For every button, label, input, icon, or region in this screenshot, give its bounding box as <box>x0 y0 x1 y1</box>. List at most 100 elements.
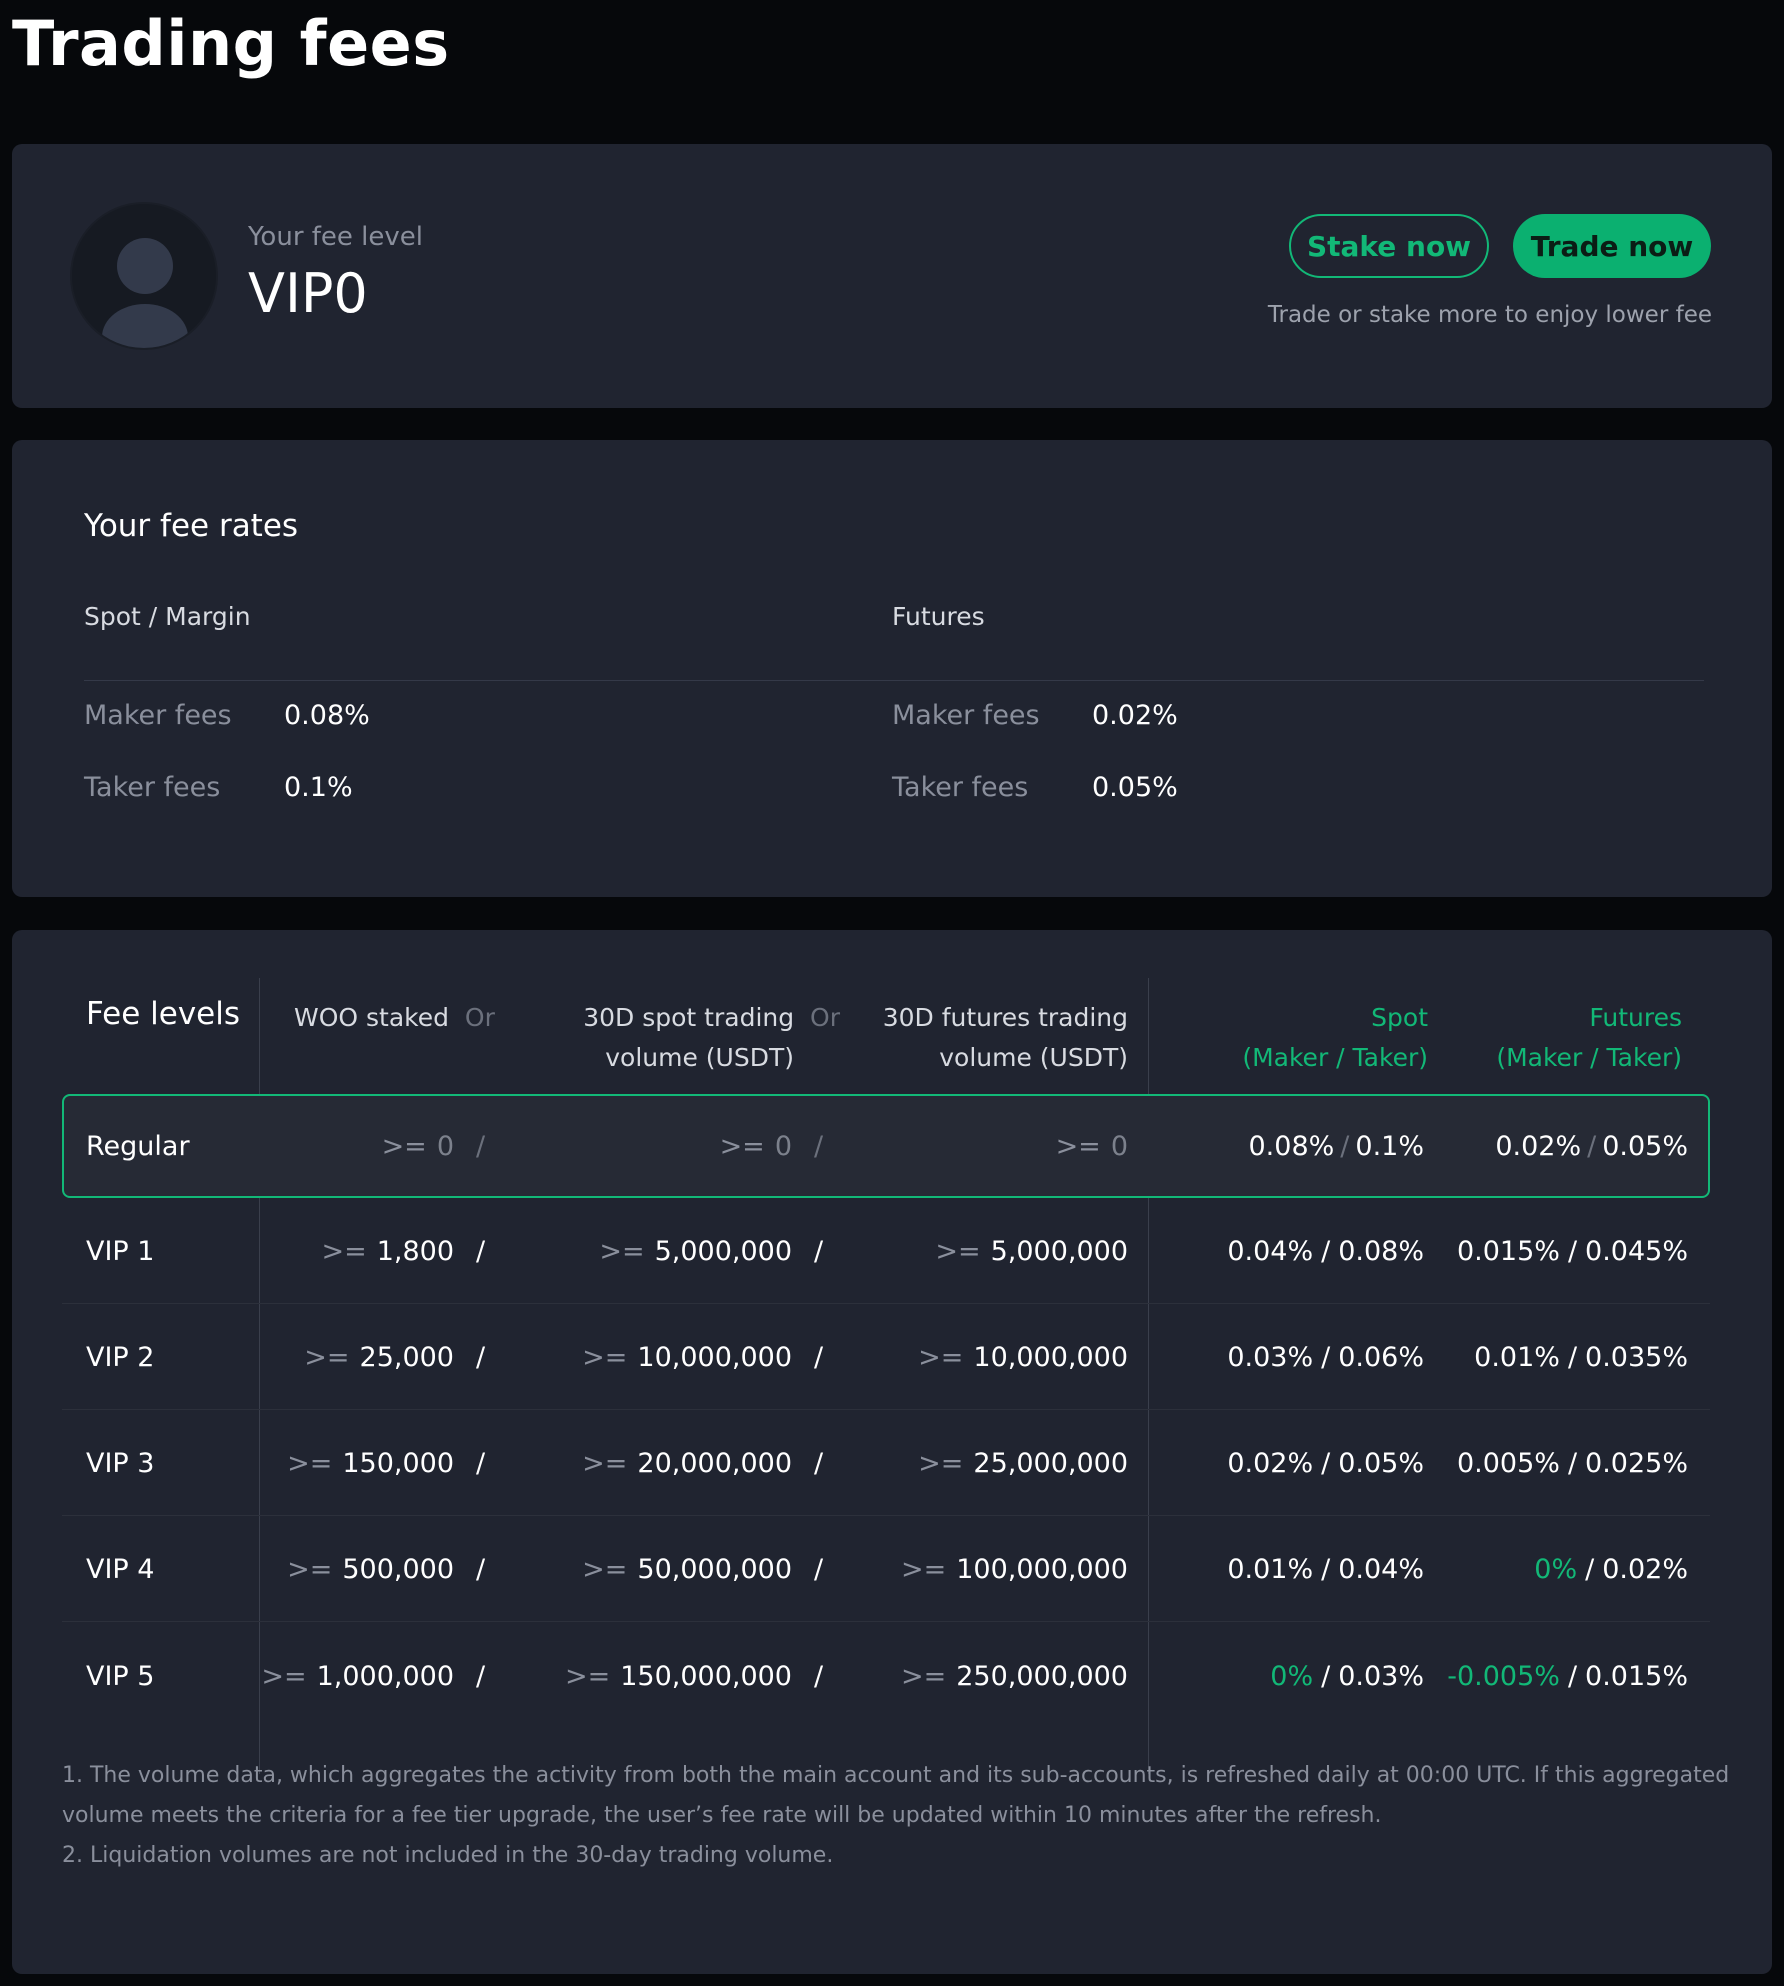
spot-fee-pair: 0.08%/0.1% <box>1249 1096 1425 1196</box>
taker-fee: 0.03% <box>1338 1660 1424 1692</box>
greater-equal-symbol: >= <box>918 1342 964 1373</box>
fee-separator: / <box>1567 1342 1578 1373</box>
header-futures-line2: (Maker / Taker) <box>1496 1043 1682 1072</box>
futures-volume-value: >= 25,000,000 <box>918 1412 1128 1515</box>
greater-equal-symbol: >= <box>287 1448 333 1479</box>
woo-staked-value: >= 25,000 <box>304 1306 454 1409</box>
header-futures-volume-line1: 30D futures trading <box>882 1003 1128 1032</box>
rates-divider <box>84 680 1704 681</box>
futures-volume-value: >= 250,000,000 <box>901 1624 1128 1728</box>
table-row-current: Regular >= 0/>= 0/>= 0 0.08%/0.1% 0.02%/0.05% <box>62 1094 1710 1198</box>
greater-equal-symbol: >= <box>582 1448 628 1479</box>
fee-separator: / <box>1321 1236 1331 1267</box>
taker-fee: 0.04% <box>1338 1554 1424 1585</box>
footnote-2: 2. Liquidation volumes are not included … <box>62 1843 834 1868</box>
or-separator: / <box>476 1236 486 1267</box>
threshold-number: 1,800 <box>376 1236 454 1267</box>
futures-fee-pair: 0.02%/0.05% <box>1495 1096 1688 1196</box>
greater-equal-symbol: >= <box>900 1554 947 1585</box>
header-spot-line2: (Maker / Taker) <box>1242 1043 1428 1072</box>
column-divider-left <box>259 978 260 1774</box>
or-separator: / <box>476 1342 486 1373</box>
trade-now-button[interactable]: Trade now <box>1513 214 1711 278</box>
fee-hint-text: Trade or stake more to enjoy lower fee <box>1267 302 1712 328</box>
level-name: VIP 1 <box>86 1236 155 1267</box>
threshold-number: 250,000,000 <box>956 1660 1128 1692</box>
greater-equal-symbol: >= <box>304 1342 350 1373</box>
greater-equal-symbol: >= <box>287 1554 333 1585</box>
level-name: Regular <box>86 1130 190 1162</box>
greater-equal-symbol: >= <box>564 1660 611 1692</box>
column-divider-right <box>1148 978 1149 1774</box>
futures-fee-pair: -0.005%/0.015% <box>1447 1624 1688 1728</box>
header-futures-volume: 30D futures trading volume (USDT) <box>842 998 1128 1078</box>
futures-maker-value: 0.02% <box>1092 700 1178 731</box>
spot-volume-value: >= 50,000,000 <box>582 1518 792 1621</box>
or-separator: / <box>476 1448 486 1479</box>
or-separator: / <box>814 1448 824 1479</box>
avatar-body-icon <box>102 304 188 348</box>
woo-staked-value: >= 500,000 <box>287 1518 454 1621</box>
greater-equal-symbol: >= <box>1055 1130 1101 1162</box>
futures-volume-value: >= 10,000,000 <box>918 1306 1128 1409</box>
greater-equal-symbol: >= <box>582 1342 628 1373</box>
maker-fee: 0.08% <box>1248 1130 1335 1162</box>
header-spot-volume: 30D spot trading Or volume (USDT) <box>572 998 840 1078</box>
spot-fee-pair: 0%/0.03% <box>1270 1624 1424 1728</box>
table-row: VIP 4 >= 500,000 / >= 50,000,000 / >= 100,000,00… <box>62 1518 1710 1622</box>
futures-volume-value: >= 100,000,000 <box>901 1518 1128 1621</box>
header-spot-line1: Spot <box>1371 1003 1428 1032</box>
maker-fee: 0.005% <box>1456 1448 1560 1479</box>
threshold-number: 1,000,000 <box>316 1660 454 1692</box>
or-separator: / <box>476 1130 486 1162</box>
header-futures-line1: Futures <box>1589 1003 1682 1032</box>
table-row: VIP 3 >= 150,000 / >= 20,000,000 / >= 25,000,000… <box>62 1412 1710 1516</box>
threshold-number: 10,000,000 <box>637 1342 792 1373</box>
table-row: VIP 2 >= 25,000 / >= 10,000,000 / >= 10,000,000 0… <box>62 1306 1710 1410</box>
fee-separator: / <box>1585 1554 1595 1585</box>
header-spot-volume-line2: volume (USDT) <box>605 1043 794 1072</box>
taker-fee: 0.05% <box>1602 1130 1688 1162</box>
taker-fee: 0.08% <box>1338 1236 1424 1267</box>
header-or-2: Or <box>810 1003 840 1032</box>
woo-staked-value: >= 1,800 <box>321 1200 454 1303</box>
fee-separator: / <box>1340 1130 1350 1162</box>
level-name: VIP 4 <box>86 1554 155 1585</box>
header-or-1: Or <box>464 1003 495 1032</box>
woo-staked-value: >= 150,000 <box>287 1412 454 1515</box>
futures-maker-label: Maker fees <box>892 700 1040 731</box>
futures-heading: Futures <box>892 602 985 631</box>
header-woo-staked: WOO staked Or <box>294 998 495 1038</box>
spot-volume-value: >= 5,000,000 <box>599 1200 792 1303</box>
greater-equal-symbol: >= <box>900 1660 947 1692</box>
level-name: VIP 2 <box>86 1342 155 1373</box>
taker-fee: 0.025% <box>1585 1448 1688 1479</box>
threshold-number: 150,000,000 <box>620 1660 792 1692</box>
fee-rates-card: Your fee rates Spot / Margin Futures Mak… <box>12 440 1772 897</box>
spot-volume-value: >= 20,000,000 <box>582 1412 792 1515</box>
table-row: VIP 1 >= 1,800 / >= 5,000,000 / >= 5,000,000 0.04… <box>62 1200 1710 1304</box>
futures-volume-value: >= 5,000,000 <box>935 1200 1128 1303</box>
threshold-number: 0 <box>1110 1130 1128 1162</box>
avatar <box>72 204 216 348</box>
threshold-number: 100,000,000 <box>956 1554 1128 1585</box>
page-title: Trading fees <box>12 7 450 80</box>
header-woo-staked-label: WOO staked <box>294 1003 450 1032</box>
header-spot-fees: Spot (Maker / Taker) <box>1162 998 1428 1078</box>
avatar-head-icon <box>117 238 173 294</box>
threshold-number: 20,000,000 <box>637 1448 792 1479</box>
fee-level-card: Your fee level VIP0 Stake now Trade now … <box>12 144 1772 408</box>
or-separator: / <box>814 1130 824 1162</box>
threshold-number: 5,000,000 <box>990 1236 1128 1267</box>
stake-now-button[interactable]: Stake now <box>1289 214 1489 278</box>
maker-fee: 0% <box>1534 1554 1578 1585</box>
threshold-number: 25,000 <box>359 1342 454 1373</box>
woo-staked-value: >= 0 <box>382 1096 454 1196</box>
futures-fee-pair: 0.015%/0.045% <box>1457 1200 1688 1303</box>
threshold-number: 10,000,000 <box>973 1342 1128 1373</box>
maker-fee: 0.03% <box>1227 1342 1314 1373</box>
fee-level-value: VIP0 <box>248 262 368 325</box>
fee-separator: / <box>1567 1448 1578 1479</box>
fee-separator: / <box>1321 1660 1331 1692</box>
futures-taker-value: 0.05% <box>1092 772 1178 803</box>
